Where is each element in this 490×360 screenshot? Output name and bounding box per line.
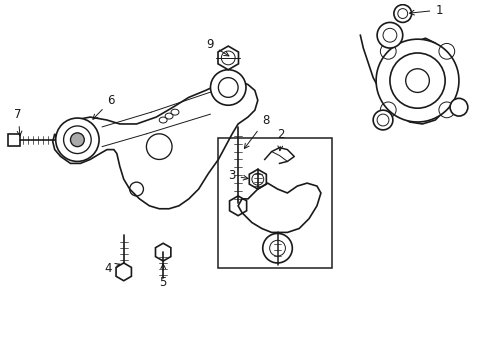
Circle shape (376, 39, 459, 122)
Circle shape (450, 98, 468, 116)
Circle shape (373, 110, 393, 130)
Text: 2: 2 (277, 128, 285, 151)
Text: 7: 7 (15, 108, 22, 136)
Text: 4: 4 (104, 262, 120, 275)
Text: 9: 9 (207, 38, 229, 56)
Circle shape (394, 5, 412, 22)
Text: 1: 1 (410, 4, 443, 17)
Text: 5: 5 (159, 264, 167, 289)
Circle shape (71, 133, 84, 147)
Circle shape (56, 118, 99, 161)
Circle shape (211, 70, 246, 105)
Text: 8: 8 (245, 114, 269, 148)
Bar (8, 134, 20, 146)
Circle shape (377, 22, 403, 48)
Text: 3: 3 (228, 169, 248, 182)
Text: 6: 6 (93, 94, 115, 119)
Circle shape (263, 233, 293, 263)
